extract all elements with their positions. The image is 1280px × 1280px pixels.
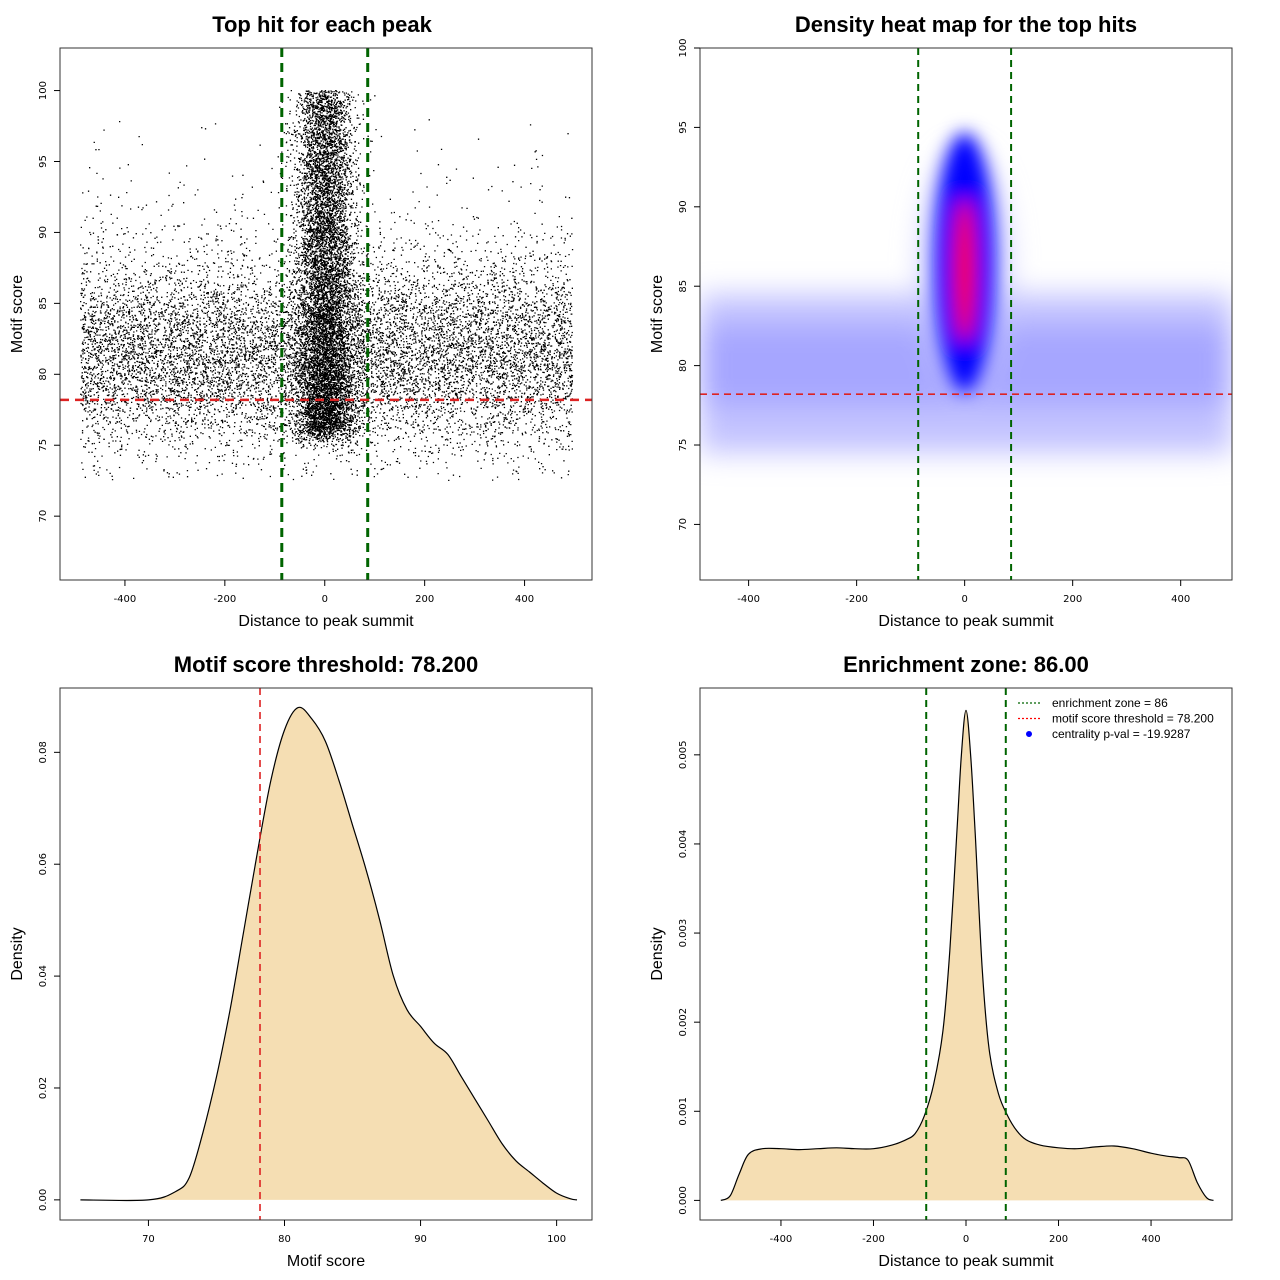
panel1-y-tick-label: 85: [38, 297, 49, 310]
panel4-x-label: Distance to peak summit: [878, 1253, 1054, 1270]
panel4-y-tick-label: 0.000: [678, 1186, 689, 1215]
panel1-y-tick-label: 100: [38, 81, 49, 100]
panel1-x-tick-label: 0: [322, 594, 328, 605]
panel3-density-fill: [80, 707, 577, 1201]
panel2-x-label: Distance to peak summit: [878, 613, 1054, 630]
panel1-x-label: Distance to peak summit: [238, 613, 414, 630]
panel4-y-label: Density: [649, 927, 666, 980]
legend-label: motif score threshold = 78.200: [1052, 712, 1214, 726]
panel1-points: [80, 89, 574, 482]
panel1-x-tick-label: 200: [415, 594, 434, 605]
panel-heatmap: Density heat map for the top hits -400 -2…: [649, 12, 1233, 630]
scatter-points: [80, 89, 574, 482]
panel2-x-tick-label: 0: [961, 594, 967, 605]
panel1-x-tick-label: -200: [213, 594, 236, 605]
panel-score-density: Motif score threshold: 78.200 70 80 90 100 0…: [9, 652, 593, 1270]
legend-label: enrichment zone = 86: [1052, 696, 1168, 710]
panel4-x-tick-label: 400: [1141, 1234, 1160, 1245]
panel4-x-tick-label: -400: [770, 1234, 793, 1245]
panel4-plot: [720, 688, 1214, 1220]
panel1-x-tick-label: -400: [114, 594, 137, 605]
panel3-density-curve: [80, 706, 578, 1202]
panel2-x-tick-label: 200: [1063, 594, 1082, 605]
panel4-density-fill: [720, 710, 1214, 1201]
panel2-axes: -400 -200 0 200 400 70 75 80 85 90 95 100: [678, 38, 1190, 605]
panel3-y-label: Density: [9, 927, 26, 980]
panel2-y-label: Motif score: [649, 275, 666, 353]
panel1-title: Top hit for each peak: [212, 12, 432, 37]
panel1-reference-lines: [60, 48, 592, 580]
panel3-plot-frame: [59, 687, 593, 1221]
panel3-x-tick-label: 100: [547, 1234, 566, 1245]
panel2-heat-layer: [700, 48, 1232, 580]
panel2-x-tick-label: -400: [737, 594, 760, 605]
panel2-plot-frame: [699, 47, 1233, 581]
panel4-y-tick-label: 0.004: [678, 830, 689, 859]
panel2-y-tick-label: 95: [678, 121, 689, 134]
panel3-title: Motif score threshold: 78.200: [174, 652, 478, 677]
panel1-plot-frame: [59, 47, 593, 581]
panel1-y-tick-label: 95: [38, 155, 49, 168]
panel1-y-label: Motif score: [9, 275, 26, 353]
panel4-density-curve: [720, 709, 1214, 1201]
panel1-y-tick-label: 70: [38, 510, 49, 523]
panel4-y-tick-label: 0.005: [678, 741, 689, 770]
panel1-x-tick-label: 400: [515, 594, 534, 605]
panel3-y-tick-label: 0.04: [38, 965, 49, 987]
panel3-y-tick-label: 0.08: [38, 741, 49, 763]
panel2-title: Density heat map for the top hits: [795, 12, 1137, 37]
panel3-plot: [80, 688, 578, 1220]
panel-distance-density: Enrichment zone: 86.00 -400 -200 0 200 400 0.…: [649, 652, 1233, 1270]
panel3-x-tick-label: 90: [414, 1234, 427, 1245]
panel1-y-tick-label: 75: [38, 439, 49, 452]
panel2-y-tick-label: 90: [678, 200, 689, 213]
panel1-axes: -400 -200 0 200 400 70 75 80 85 90 95 100: [38, 81, 534, 605]
panel-scatter: Top hit for each peak -400 -200 0 200 400 70 7…: [9, 12, 593, 630]
panel4-x-tick-label: 0: [963, 1234, 969, 1245]
panel4-title: Enrichment zone: 86.00: [843, 652, 1089, 677]
legend-label: centrality p-val = -19.9287: [1052, 727, 1191, 741]
panel1-y-tick-label: 80: [38, 368, 49, 381]
panel3-axes: 70 80 90 100 0.00 0.02 0.04 0.06 0.08: [38, 741, 566, 1245]
panel2-x-tick-label: 400: [1171, 594, 1190, 605]
panel3-y-tick-label: 0.06: [38, 853, 49, 875]
panel4-y-tick-label: 0.002: [678, 1008, 689, 1037]
panel2-y-tick-label: 80: [678, 359, 689, 372]
panel4-x-tick-label: -200: [862, 1234, 885, 1245]
panel4-axes: -400 -200 0 200 400 0.000 0.001 0.002 0.003 0.004…: [678, 741, 1161, 1245]
panel2-y-tick-label: 70: [678, 518, 689, 531]
panel3-x-label: Motif score: [287, 1253, 365, 1270]
panel2-y-tick-label: 75: [678, 439, 689, 452]
legend-marker-point: [1026, 731, 1032, 737]
panel2-x-tick-label: -200: [845, 594, 868, 605]
panel2-reference-lines: [700, 48, 1232, 580]
panel4-y-tick-label: 0.001: [678, 1097, 689, 1126]
panel3-x-tick-label: 70: [142, 1234, 155, 1245]
heatmap-central-red: [954, 198, 975, 343]
panel3-y-tick-label: 0.00: [38, 1189, 49, 1211]
panel2-y-tick-label: 100: [678, 38, 689, 57]
heatmap-central-density: [934, 132, 995, 393]
panel1-y-tick-label: 90: [38, 226, 49, 239]
panel2-y-tick-label: 85: [678, 280, 689, 293]
panel4-y-tick-label: 0.003: [678, 919, 689, 948]
panel4-legend: enrichment zone = 86 motif score threshol…: [1018, 696, 1214, 741]
panel3-y-tick-label: 0.02: [38, 1077, 49, 1099]
panel3-x-tick-label: 80: [278, 1234, 291, 1245]
panel4-x-tick-label: 200: [1049, 1234, 1068, 1245]
